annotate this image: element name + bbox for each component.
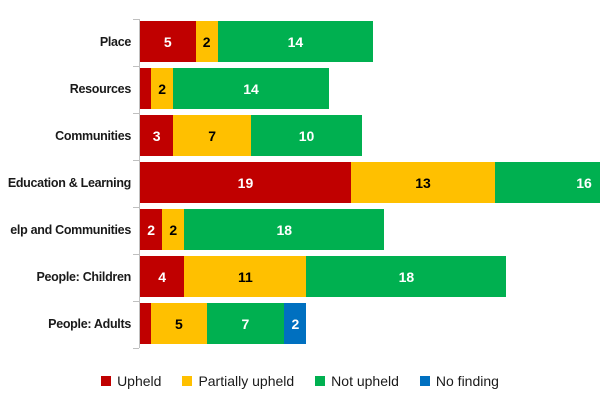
category-label-people-children: People: Children bbox=[36, 269, 131, 284]
bar-segment-not-upheld[interactable]: 16 bbox=[495, 162, 600, 203]
legend-item-no-finding[interactable]: No finding bbox=[419, 373, 499, 389]
bar-segment-partially-upheld[interactable]: 13 bbox=[350, 162, 496, 203]
segment-value-label: 16 bbox=[576, 174, 592, 191]
segment-value-label: 11 bbox=[238, 268, 253, 285]
segment-value-label: 18 bbox=[398, 268, 415, 285]
bar-row-communities: Communities 3 7 10 bbox=[0, 115, 600, 156]
segment-value-label: 7 bbox=[208, 127, 217, 144]
y-axis-tick bbox=[133, 207, 139, 208]
y-axis-tick bbox=[133, 254, 139, 255]
bar-row-education-learning: Education & Learning 19 13 16 bbox=[0, 162, 600, 203]
bar-segment-upheld[interactable]: 2 bbox=[140, 209, 163, 250]
stacked-bar: 19 13 16 bbox=[140, 162, 600, 203]
segment-value-label: 3 bbox=[152, 127, 161, 144]
bar-segment-partially-upheld[interactable]: 11 bbox=[184, 256, 307, 297]
y-axis-line bbox=[139, 19, 140, 348]
legend-label: No finding bbox=[435, 373, 499, 389]
bar-segment-partially-upheld[interactable]: 5 bbox=[151, 303, 207, 344]
bar-segment-not-upheld[interactable]: 7 bbox=[206, 303, 285, 344]
bar-segment-partially-upheld[interactable]: 2 bbox=[162, 209, 185, 250]
bar-segment-upheld[interactable]: 5 bbox=[140, 21, 196, 62]
y-axis-tick bbox=[133, 160, 139, 161]
segment-value-label: 4 bbox=[158, 268, 167, 285]
legend-item-upheld[interactable]: Upheld bbox=[101, 373, 161, 389]
segment-value-label: 5 bbox=[174, 315, 183, 332]
bar-segment-not-upheld[interactable]: 18 bbox=[306, 256, 507, 297]
y-axis-tick bbox=[133, 301, 139, 302]
legend-label: Not upheld bbox=[331, 373, 399, 389]
bar-segment-not-upheld[interactable]: 14 bbox=[173, 68, 329, 109]
bar-segment-not-upheld[interactable]: 18 bbox=[184, 209, 385, 250]
segment-value-label: 2 bbox=[158, 80, 167, 97]
category-label-people-adults: People: Adults bbox=[48, 316, 131, 331]
stacked-bar: 5 2 14 bbox=[140, 21, 374, 62]
bar-segment-no-finding[interactable]: 2 bbox=[284, 303, 307, 344]
legend-swatch-icon bbox=[101, 376, 112, 386]
legend-swatch-icon bbox=[315, 376, 326, 386]
bar-segment-upheld[interactable]: 19 bbox=[140, 162, 351, 203]
legend-item-partially-upheld[interactable]: Partially upheld bbox=[182, 373, 294, 389]
stacked-bar: 2 14 bbox=[140, 68, 329, 109]
segment-value-label: 13 bbox=[415, 174, 431, 191]
y-axis-tick bbox=[133, 66, 139, 67]
category-label-elp-and-communities: elp and Communities bbox=[10, 222, 131, 237]
segment-value-label: 2 bbox=[169, 221, 178, 238]
category-label-education-learning: Education & Learning bbox=[7, 175, 131, 190]
category-label-resources: Resources bbox=[69, 81, 131, 96]
legend-label: Upheld bbox=[117, 373, 162, 389]
bar-segment-partially-upheld[interactable]: 7 bbox=[173, 115, 251, 156]
segment-value-label: 18 bbox=[276, 221, 293, 238]
bar-row-place: Place 5 2 14 bbox=[0, 21, 600, 62]
segment-value-label: 5 bbox=[163, 33, 172, 50]
legend-item-not-upheld[interactable]: Not upheld bbox=[315, 373, 399, 389]
segment-value-label: 2 bbox=[202, 33, 211, 50]
bar-segment-upheld[interactable] bbox=[140, 68, 152, 109]
bar-row-resources: Resources 2 14 bbox=[0, 68, 600, 109]
segment-value-label: 14 bbox=[287, 33, 304, 50]
bar-row-people-children: People: Children 4 11 18 bbox=[0, 256, 600, 297]
plot-area: Place 5 2 14 Resources 2 14 Communities 3 7 10 Educ… bbox=[0, 19, 600, 349]
bar-segment-not-upheld[interactable]: 14 bbox=[217, 21, 374, 62]
segment-value-label: 10 bbox=[298, 127, 315, 144]
stacked-bar: 4 11 18 bbox=[140, 256, 507, 297]
legend: Upheld Partially upheld Not upheld No findi… bbox=[0, 369, 600, 393]
segment-value-label: 19 bbox=[237, 174, 254, 191]
bar-row-elp-and-communities: elp and Communities 2 2 18 bbox=[0, 209, 600, 250]
bar-segment-not-upheld[interactable]: 10 bbox=[250, 115, 362, 156]
bar-segment-upheld[interactable]: 3 bbox=[140, 115, 174, 156]
legend-swatch-icon bbox=[419, 376, 430, 386]
bar-segment-upheld[interactable]: 4 bbox=[140, 256, 185, 297]
y-axis-tick bbox=[133, 348, 139, 349]
y-axis-tick bbox=[133, 113, 139, 114]
category-label-communities: Communities bbox=[55, 128, 131, 143]
stacked-bar: 5 7 2 bbox=[140, 303, 307, 344]
legend-swatch-icon bbox=[182, 376, 193, 386]
bar-segment-partially-upheld[interactable]: 2 bbox=[151, 68, 174, 109]
stacked-bar: 3 7 10 bbox=[140, 115, 362, 156]
y-axis-tick bbox=[133, 19, 139, 20]
segment-value-label: 7 bbox=[241, 315, 250, 332]
segment-value-label: 14 bbox=[243, 80, 259, 97]
segment-value-label: 2 bbox=[147, 221, 155, 238]
bar-segment-upheld[interactable] bbox=[140, 303, 152, 344]
stacked-bar: 2 2 18 bbox=[140, 209, 385, 250]
bar-row-people-adults: People: Adults 5 7 2 bbox=[0, 303, 600, 344]
category-label-place: Place bbox=[99, 34, 131, 49]
bar-segment-partially-upheld[interactable]: 2 bbox=[195, 21, 218, 62]
legend-label: Partially upheld bbox=[198, 373, 295, 389]
segment-value-label: 2 bbox=[291, 315, 300, 332]
